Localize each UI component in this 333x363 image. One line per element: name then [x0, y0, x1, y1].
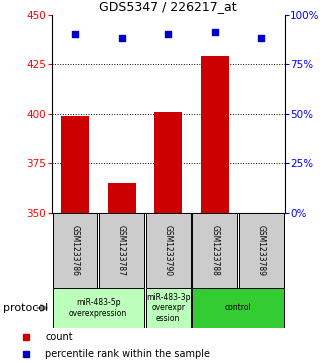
Bar — [192, 213, 237, 288]
Text: GSM1233789: GSM1233789 — [257, 225, 266, 276]
Bar — [192, 288, 284, 328]
Text: control: control — [225, 303, 251, 313]
Bar — [146, 288, 190, 328]
Point — [259, 36, 264, 41]
Text: GSM1233786: GSM1233786 — [70, 225, 80, 276]
Text: GSM1233787: GSM1233787 — [117, 225, 126, 276]
Bar — [61, 116, 89, 213]
Text: count: count — [45, 332, 73, 342]
Point — [212, 29, 217, 35]
Text: GSM1233790: GSM1233790 — [164, 225, 173, 276]
Bar — [108, 183, 136, 213]
Point — [119, 36, 124, 41]
Bar — [154, 112, 182, 213]
Title: GDS5347 / 226217_at: GDS5347 / 226217_at — [99, 0, 237, 13]
Text: GSM1233788: GSM1233788 — [210, 225, 219, 276]
Text: miR-483-3p
overexpr
ession: miR-483-3p overexpr ession — [146, 293, 190, 323]
Bar — [99, 213, 144, 288]
Bar — [53, 288, 144, 328]
Point — [166, 32, 171, 37]
Bar — [53, 213, 97, 288]
Text: percentile rank within the sample: percentile rank within the sample — [45, 349, 210, 359]
Text: miR-483-5p
overexpression: miR-483-5p overexpression — [69, 298, 127, 318]
Bar — [146, 213, 190, 288]
Point — [72, 32, 78, 37]
Bar — [201, 56, 229, 213]
Bar — [239, 213, 284, 288]
Text: protocol: protocol — [3, 303, 49, 313]
